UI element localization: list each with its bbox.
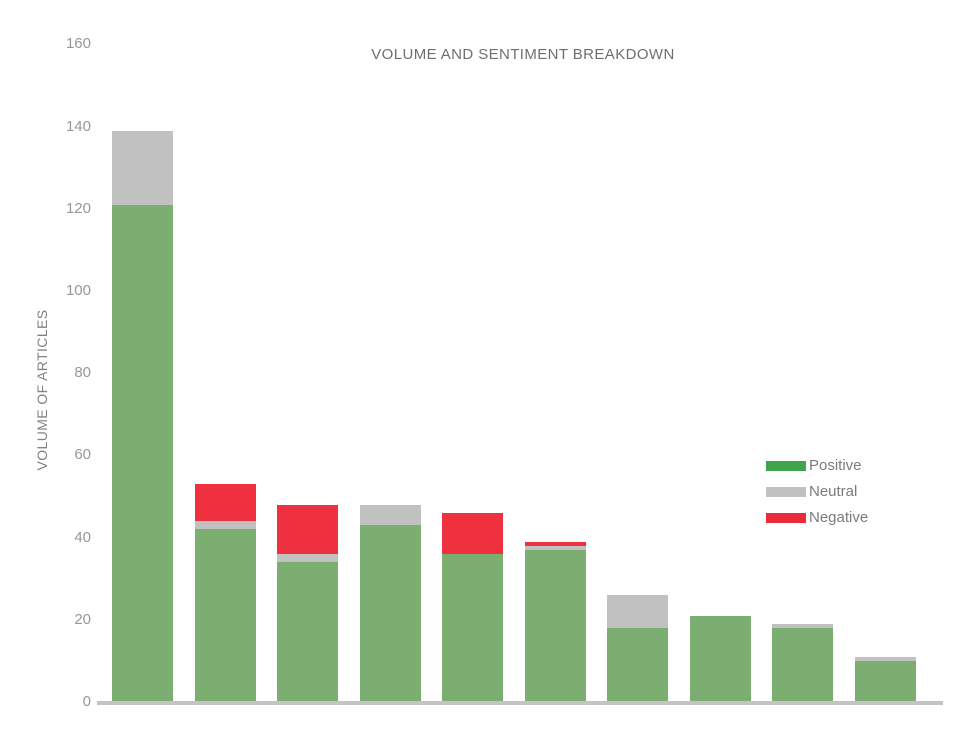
y-tick-label: 160 xyxy=(65,35,91,53)
bar-10-positive-segment[interactable] xyxy=(854,660,916,702)
bar-10[interactable] xyxy=(854,656,916,702)
bar-9[interactable] xyxy=(772,623,834,702)
y-tick-label: 20 xyxy=(74,610,91,628)
bar-1-positive-segment[interactable] xyxy=(112,204,173,702)
bar-1[interactable] xyxy=(112,130,173,702)
bar-2-negative-segment[interactable] xyxy=(194,484,256,522)
negative-swatch-icon xyxy=(766,513,806,523)
y-tick-label: 40 xyxy=(74,528,91,546)
y-tick-label: 60 xyxy=(74,446,91,464)
bar-2[interactable] xyxy=(194,484,256,702)
bar-3-negative-segment[interactable] xyxy=(277,504,339,555)
positive-swatch-icon xyxy=(766,461,806,471)
bar-2-positive-segment[interactable] xyxy=(194,529,256,702)
bar-3[interactable] xyxy=(277,504,339,702)
y-tick-label: 0 xyxy=(82,693,91,710)
bar-10-neutral-segment[interactable] xyxy=(854,656,916,661)
bar-6-negative-segment[interactable] xyxy=(524,541,586,546)
legend-item-positive[interactable]: Positive xyxy=(766,453,868,479)
bar-9-positive-segment[interactable] xyxy=(772,628,834,702)
bar-9-neutral-segment[interactable] xyxy=(772,623,834,629)
bar-6-positive-segment[interactable] xyxy=(524,549,586,702)
bar-3-positive-segment[interactable] xyxy=(277,562,339,702)
bar-6[interactable] xyxy=(524,541,586,702)
bar-1-neutral-segment[interactable] xyxy=(112,130,173,205)
legend-item-negative[interactable]: Negative xyxy=(766,505,868,531)
legend: Positive Neutral Negative xyxy=(766,453,868,531)
bar-5[interactable] xyxy=(442,512,504,702)
bar-6-neutral-segment[interactable] xyxy=(524,545,586,550)
bar-4-neutral-segment[interactable] xyxy=(359,504,421,526)
x-axis-line xyxy=(97,701,943,705)
bar-2-neutral-segment[interactable] xyxy=(194,521,256,530)
chart-title: VOLUME AND SENTIMENT BREAKDOWN xyxy=(371,46,675,63)
legend-item-neutral[interactable]: Neutral xyxy=(766,479,868,505)
bar-7-neutral-segment[interactable] xyxy=(607,595,669,629)
bar-5-positive-segment[interactable] xyxy=(442,554,504,702)
bar-8-positive-segment[interactable] xyxy=(689,615,751,702)
legend-label: Positive xyxy=(809,457,862,474)
y-tick-label: 140 xyxy=(65,117,91,135)
legend-label: Neutral xyxy=(809,483,858,500)
bar-3-neutral-segment[interactable] xyxy=(277,554,339,563)
y-tick-label: 100 xyxy=(65,282,91,299)
neutral-swatch-icon xyxy=(766,487,806,497)
bar-5-negative-segment[interactable] xyxy=(442,512,504,555)
bar-4[interactable] xyxy=(359,504,421,702)
legend-label: Negative xyxy=(809,509,869,526)
y-tick-label: 80 xyxy=(74,364,91,382)
y-tick-label: 120 xyxy=(65,199,91,217)
bar-4-positive-segment[interactable] xyxy=(359,525,421,702)
bar-7-positive-segment[interactable] xyxy=(607,628,669,702)
bar-8[interactable] xyxy=(689,615,751,702)
bar-7[interactable] xyxy=(607,595,669,702)
